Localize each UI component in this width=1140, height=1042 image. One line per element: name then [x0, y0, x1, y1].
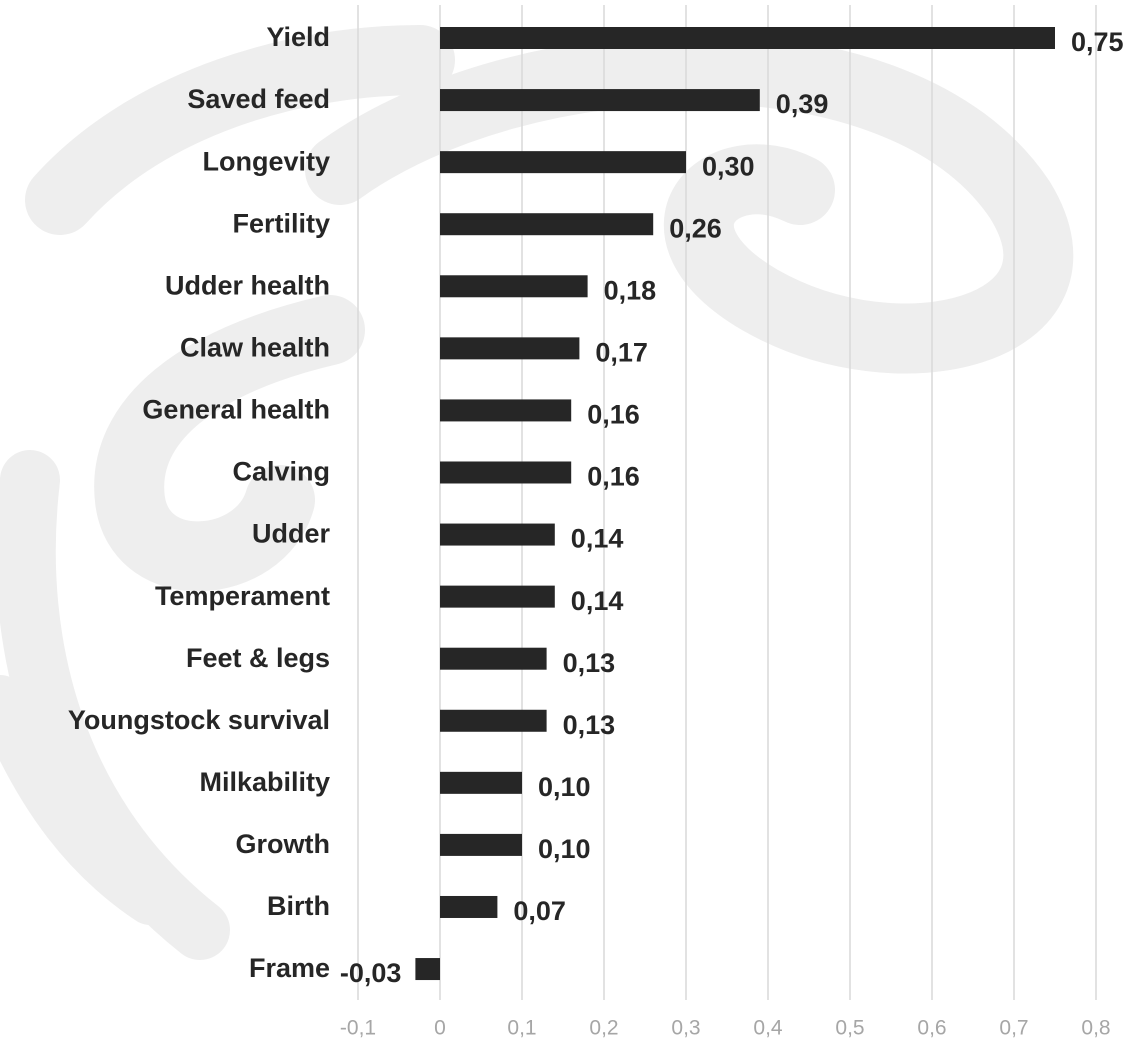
value-label: 0,26	[669, 213, 722, 243]
category-label: General health	[142, 395, 330, 425]
bar	[440, 834, 522, 856]
x-tick-label: 0,4	[753, 1017, 783, 1040]
bar	[440, 399, 571, 421]
bar	[440, 524, 555, 546]
bar	[440, 461, 571, 483]
bar	[440, 27, 1055, 49]
x-tick-label: 0,6	[917, 1017, 946, 1040]
category-label: Saved feed	[187, 84, 330, 114]
value-label: 0,14	[571, 524, 624, 554]
x-tick-label: 0,1	[507, 1017, 536, 1040]
bar	[440, 896, 497, 918]
category-label: Temperament	[155, 581, 330, 611]
bar	[440, 648, 547, 670]
bar	[440, 213, 653, 235]
x-tick-label: 0,7	[999, 1017, 1028, 1040]
bar	[440, 151, 686, 173]
category-label: Udder	[252, 519, 331, 549]
category-label: Udder health	[165, 270, 330, 300]
category-label: Longevity	[202, 146, 330, 176]
bar	[440, 710, 547, 732]
x-tick-label: 0,3	[671, 1017, 700, 1040]
bar	[440, 89, 760, 111]
category-label: Youngstock survival	[68, 705, 330, 735]
value-label: 0,13	[563, 710, 616, 740]
x-tick-label: 0	[434, 1017, 446, 1040]
bar	[440, 337, 579, 359]
category-label: Yield	[266, 22, 330, 52]
bar	[415, 958, 440, 980]
value-label: 0,13	[563, 648, 616, 678]
value-label: 0,16	[587, 462, 640, 492]
category-label: Feet & legs	[186, 643, 330, 673]
watermark	[0, 60, 1038, 930]
value-label: 0,75	[1071, 27, 1124, 57]
value-label: 0,17	[595, 337, 648, 367]
category-label: Claw health	[180, 332, 330, 362]
x-tick-label: 0,5	[835, 1017, 864, 1040]
category-label: Frame	[249, 953, 330, 983]
category-label: Milkability	[199, 767, 330, 797]
value-label: 0,10	[538, 834, 591, 864]
x-tick-label: -0,1	[340, 1017, 376, 1040]
bar	[440, 275, 588, 297]
chart: -0,1 0 0,1 0,2 0,3 0,4 0,5 0,6 0,7 0,8 Yield 0,75 Sa…	[0, 0, 1140, 1042]
value-label: 0,30	[702, 151, 755, 181]
value-label: 0,10	[538, 772, 591, 802]
bar	[440, 772, 522, 794]
category-label: Fertility	[232, 208, 330, 238]
value-label: 0,07	[513, 896, 566, 926]
value-label: -0,03	[340, 958, 402, 988]
bar	[440, 586, 555, 608]
x-tick-label: 0,2	[589, 1017, 618, 1040]
category-label: Calving	[232, 457, 330, 487]
category-label: Birth	[267, 891, 330, 921]
value-label: 0,39	[776, 89, 829, 119]
x-tick-label: 0,8	[1081, 1017, 1110, 1040]
value-label: 0,14	[571, 586, 624, 616]
value-label: 0,16	[587, 400, 640, 430]
category-label: Growth	[236, 829, 331, 859]
value-label: 0,18	[604, 275, 657, 305]
